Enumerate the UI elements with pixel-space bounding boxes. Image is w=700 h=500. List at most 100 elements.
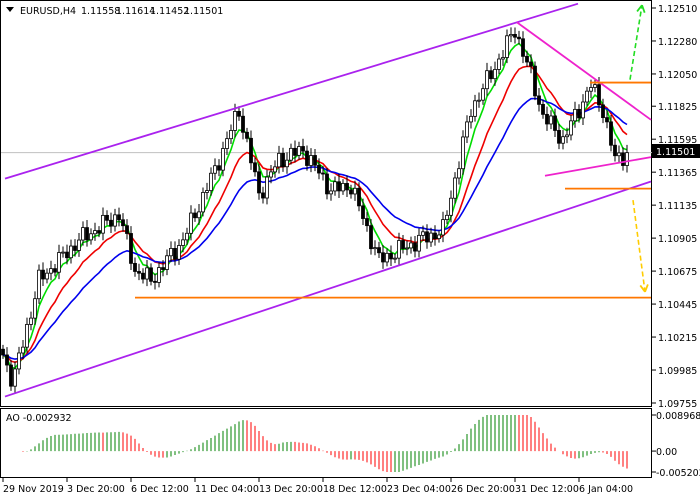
candle	[441, 219, 445, 236]
candle	[153, 280, 157, 283]
candle	[165, 255, 169, 270]
x-tick-label: 6 Dec 12:00	[131, 484, 189, 495]
candle	[85, 227, 89, 241]
candle	[209, 172, 213, 191]
candle	[137, 271, 141, 274]
support-trend	[544, 156, 652, 177]
candle	[81, 227, 85, 241]
candle	[221, 148, 225, 171]
candle	[389, 252, 393, 260]
candle	[401, 240, 405, 249]
candle	[405, 247, 409, 250]
candle	[185, 232, 189, 241]
collapse-triangle-icon[interactable]	[6, 7, 14, 12]
candle	[377, 247, 381, 254]
candle	[181, 239, 185, 246]
candle	[37, 269, 41, 300]
candle	[477, 99, 481, 102]
candle	[17, 352, 21, 370]
candle	[509, 34, 513, 37]
candle	[189, 212, 193, 234]
candle	[465, 121, 469, 138]
candle	[297, 146, 301, 156]
candle	[241, 115, 245, 133]
ohlc-close: 1.11501	[184, 6, 223, 17]
candle	[73, 245, 77, 251]
x-tick-label: 31 Dec 12:00	[515, 484, 579, 495]
x-tick-label: 3 Dec 20:00	[67, 484, 125, 495]
candle	[53, 268, 57, 273]
candle	[117, 214, 121, 221]
candle	[133, 262, 137, 272]
candle	[289, 147, 293, 161]
candle	[149, 267, 153, 282]
x-tick-label: 6 Jan 04:00	[579, 484, 633, 495]
candle	[41, 269, 45, 280]
candle	[469, 115, 473, 123]
candle	[521, 38, 525, 57]
candle	[325, 173, 329, 195]
candle	[145, 267, 149, 280]
current-price-tag	[652, 144, 700, 158]
channel-upper	[4, 2, 579, 180]
candle	[337, 181, 341, 192]
candle	[357, 187, 361, 207]
candle	[541, 103, 545, 115]
candle	[257, 171, 261, 194]
candle	[217, 165, 221, 171]
candle	[237, 111, 241, 117]
candle	[513, 34, 517, 38]
candle	[565, 134, 569, 138]
candle	[625, 152, 629, 166]
candle	[493, 69, 497, 80]
y-tick-label: 1.11365	[658, 168, 697, 179]
candle	[473, 100, 477, 117]
candle	[329, 190, 333, 195]
bullish-arrow	[629, 5, 643, 80]
y-tick-label: 1.09985	[658, 366, 697, 377]
candle	[369, 225, 373, 250]
candle	[9, 364, 13, 387]
candle	[5, 354, 9, 366]
candle	[125, 225, 129, 234]
candle	[113, 214, 117, 227]
y-tick-label: 1.11135	[658, 201, 697, 212]
x-tick-label: 29 Nov 2019	[3, 484, 64, 495]
candle	[385, 252, 389, 263]
candle	[293, 147, 297, 156]
candle	[381, 252, 385, 263]
y-tick-label: 1.09755	[658, 399, 697, 410]
candle	[553, 115, 557, 131]
candle	[173, 248, 177, 260]
candle	[373, 247, 377, 250]
candle	[61, 251, 65, 254]
candle	[305, 150, 309, 166]
x-tick-label: 23 Dec 04:00	[387, 484, 451, 495]
x-tick-label: 11 Dec 04:00	[195, 484, 259, 495]
channel-lower	[4, 180, 652, 398]
candle	[201, 192, 205, 213]
candle	[29, 317, 33, 325]
candle	[557, 130, 561, 144]
candle	[485, 70, 489, 90]
candle	[621, 152, 625, 166]
candle	[45, 272, 49, 280]
candle	[57, 252, 61, 273]
candle	[321, 172, 325, 175]
candle	[605, 117, 609, 123]
ao-label: AO -0.002932	[6, 413, 72, 424]
candle	[413, 242, 417, 252]
candle	[393, 257, 397, 260]
candle	[261, 192, 265, 199]
candle	[345, 183, 349, 191]
ao-tick-label: -0.005202	[656, 468, 700, 479]
candle	[161, 267, 165, 270]
candle	[157, 267, 161, 283]
candle	[525, 55, 529, 63]
candle	[77, 239, 81, 251]
candle	[97, 230, 101, 234]
bullish-arrow-head	[641, 4, 646, 13]
candle	[1, 348, 5, 356]
candle	[13, 368, 17, 387]
